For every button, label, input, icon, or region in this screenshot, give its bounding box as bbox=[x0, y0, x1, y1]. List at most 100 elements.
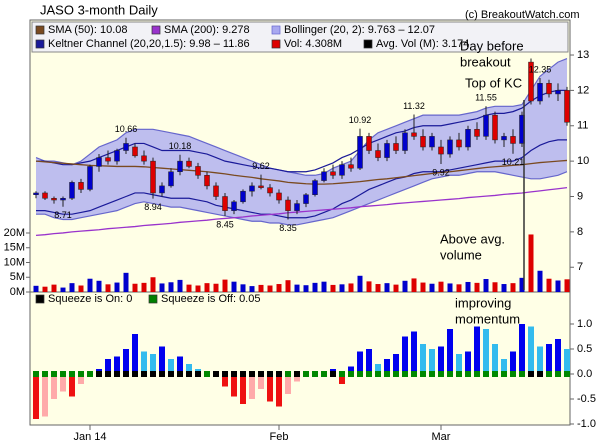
candle-body bbox=[78, 182, 84, 190]
volume-tick-label: 15M bbox=[4, 242, 25, 254]
squeeze-dot bbox=[69, 371, 75, 377]
volume-bar bbox=[78, 285, 84, 292]
volume-tick-label: 5M bbox=[10, 271, 25, 283]
squeeze-dot bbox=[87, 371, 93, 377]
squeeze-dot bbox=[204, 371, 210, 377]
squeeze-dot bbox=[537, 371, 543, 377]
squeeze-bar bbox=[123, 349, 129, 374]
candle-body bbox=[528, 61, 534, 102]
squeeze-dot bbox=[258, 371, 264, 377]
volume-bar bbox=[474, 282, 480, 292]
volume-bar bbox=[150, 277, 156, 292]
squeeze-bar bbox=[78, 374, 84, 384]
sma-line bbox=[35, 159, 568, 185]
squeeze-tick-label: 0.5 bbox=[577, 343, 592, 355]
volume-bar bbox=[555, 280, 561, 292]
volume-bar bbox=[312, 282, 318, 292]
squeeze-bar bbox=[267, 374, 273, 402]
squeeze-dot bbox=[564, 371, 570, 377]
chart-title: JASO 3-month Daily bbox=[40, 2, 158, 17]
squeeze-dot bbox=[393, 371, 399, 377]
low-label: 8.35 bbox=[279, 223, 297, 233]
volume-bar bbox=[456, 284, 462, 292]
candle-body bbox=[303, 194, 309, 204]
volume-bar bbox=[258, 284, 264, 292]
volume-bar bbox=[366, 281, 372, 292]
candle-body bbox=[312, 180, 318, 195]
squeeze-bar bbox=[69, 374, 75, 397]
squeeze-bar bbox=[420, 344, 426, 374]
volume-bar bbox=[42, 286, 48, 292]
volume-bar bbox=[357, 275, 363, 292]
squeeze-dot bbox=[42, 371, 48, 377]
y-tick-label: 11 bbox=[577, 120, 588, 132]
squeeze-bar bbox=[276, 374, 282, 407]
volume-bar bbox=[51, 284, 57, 292]
squeeze-dot bbox=[402, 371, 408, 377]
x-tick-label: Mar bbox=[432, 431, 451, 443]
squeeze-bar bbox=[384, 359, 390, 374]
candle-body bbox=[276, 192, 282, 201]
candle-body bbox=[42, 192, 48, 199]
volume-bar bbox=[168, 282, 174, 292]
volume-bar bbox=[519, 277, 525, 292]
band-line bbox=[36, 139, 567, 219]
candle-body bbox=[474, 129, 480, 137]
volume-bar bbox=[285, 280, 291, 292]
squeeze-bar bbox=[186, 364, 192, 374]
squeeze-tick-label: -0.5 bbox=[577, 393, 596, 405]
squeeze-dot bbox=[501, 371, 507, 377]
candle-body bbox=[339, 164, 345, 176]
y-tick-label: 9 bbox=[577, 190, 583, 202]
squeeze-bar bbox=[429, 349, 435, 374]
volume-bar bbox=[420, 282, 426, 292]
candle-body bbox=[60, 198, 66, 201]
volume-bar bbox=[348, 283, 354, 292]
squeeze-dot bbox=[186, 371, 192, 377]
volume-bar bbox=[267, 285, 273, 292]
candle-body bbox=[69, 182, 75, 199]
candle-body bbox=[465, 129, 471, 148]
squeeze-bar bbox=[438, 346, 444, 374]
volume-bar bbox=[429, 283, 435, 292]
squeeze-dot bbox=[231, 371, 237, 377]
candle-body bbox=[267, 187, 273, 194]
legend-swatch bbox=[271, 39, 281, 49]
candle-body bbox=[258, 185, 264, 188]
volume-bar bbox=[438, 281, 444, 292]
squeeze bbox=[33, 324, 570, 419]
candle-body bbox=[492, 114, 498, 141]
squeeze-bar bbox=[375, 364, 381, 374]
low-label: 8.94 bbox=[144, 202, 162, 212]
candle-body bbox=[483, 114, 489, 137]
legend-label: Keltner Channel (20,20,1.5): 9.98 – 11.8… bbox=[48, 38, 250, 50]
squeeze-bar bbox=[555, 339, 561, 374]
volume-bar bbox=[492, 282, 498, 292]
candle-body bbox=[438, 146, 444, 155]
volume-bar bbox=[177, 279, 183, 292]
y-tick-label: 13 bbox=[577, 49, 589, 61]
candle-body bbox=[96, 157, 102, 167]
band-line bbox=[36, 171, 568, 226]
volume-bar bbox=[330, 284, 336, 292]
candle-body bbox=[159, 185, 165, 194]
squeeze-dot bbox=[492, 371, 498, 377]
squeeze-dot bbox=[195, 371, 201, 377]
squeeze-bar bbox=[168, 359, 174, 374]
volume-bar bbox=[213, 283, 219, 292]
volume-bar bbox=[501, 284, 507, 292]
squeeze-bar bbox=[105, 359, 111, 374]
legend-swatch bbox=[151, 25, 161, 35]
squeeze-dot bbox=[411, 371, 417, 377]
squeeze-dot bbox=[546, 371, 552, 377]
squeeze-bar bbox=[447, 329, 453, 374]
high-label: 11.55 bbox=[475, 93, 497, 103]
squeeze-dot bbox=[51, 371, 57, 377]
squeeze-dot bbox=[357, 371, 363, 377]
squeeze-dot bbox=[105, 371, 111, 377]
squeeze-legend: Squeeze is Off: 0.05 bbox=[161, 293, 260, 305]
high-label: 11.32 bbox=[403, 101, 425, 111]
high-label: 10.66 bbox=[115, 124, 138, 134]
squeeze-bar bbox=[519, 324, 525, 374]
